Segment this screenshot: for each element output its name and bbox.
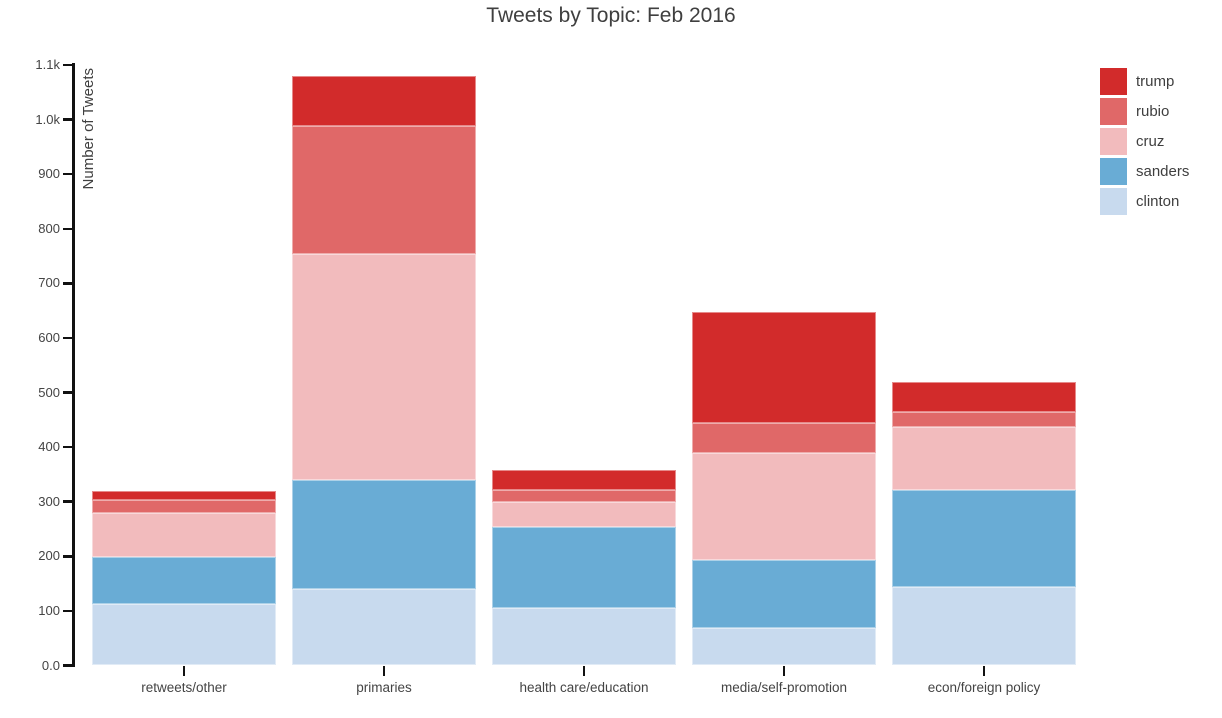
bar-segment-rubio bbox=[92, 500, 276, 513]
y-tick bbox=[63, 609, 72, 613]
bar-segment-trump bbox=[492, 469, 676, 490]
y-tick bbox=[63, 336, 72, 340]
legend-swatch-sanders bbox=[1100, 158, 1127, 185]
y-tick-label: 300 bbox=[38, 493, 60, 509]
y-tick-label: 600 bbox=[38, 329, 60, 345]
bar-segment-rubio bbox=[292, 126, 476, 255]
legend-label: cruz bbox=[1136, 133, 1165, 150]
y-tick-label: 0.0 bbox=[41, 657, 60, 673]
bar-segment-rubio bbox=[892, 411, 1076, 427]
bar-segment-trump bbox=[292, 75, 476, 127]
x-tick bbox=[782, 666, 786, 676]
bar-segment-sanders bbox=[892, 489, 1076, 588]
bar-segment-sanders bbox=[92, 557, 276, 605]
x-tick bbox=[182, 666, 186, 676]
legend-label: clinton bbox=[1136, 193, 1180, 210]
legend-item-cruz[interactable]: cruz bbox=[1100, 128, 1189, 155]
bar-segment-clinton bbox=[292, 589, 476, 666]
bar-segment-cruz bbox=[692, 452, 876, 561]
bar-segment-sanders bbox=[492, 527, 676, 608]
x-axis-label: econ/foreign policy bbox=[927, 680, 1041, 695]
bar-segment-sanders bbox=[692, 560, 876, 628]
y-axis-line bbox=[72, 63, 75, 667]
y-tick bbox=[63, 118, 72, 121]
chart-title: Tweets by Topic: Feb 2016 bbox=[486, 4, 736, 27]
bar-segment-rubio bbox=[492, 489, 676, 502]
y-tick-label: 700 bbox=[38, 275, 60, 291]
x-axis-label: media/self-promotion bbox=[720, 680, 848, 695]
y-tick-label: 200 bbox=[38, 548, 60, 564]
y-tick bbox=[63, 664, 72, 667]
y-tick bbox=[63, 63, 72, 67]
y-tick bbox=[63, 172, 72, 176]
y-tick bbox=[63, 282, 72, 285]
legend-swatch-rubio bbox=[1100, 98, 1127, 125]
x-axis-label: health care/education bbox=[519, 680, 649, 695]
bar-segment-clinton bbox=[892, 587, 1076, 666]
bar-segment-sanders bbox=[292, 479, 476, 590]
x-axis-label: retweets/other bbox=[141, 680, 227, 695]
y-tick-label: 800 bbox=[38, 220, 60, 236]
legend: trump rubio cruz sanders clinton bbox=[1100, 68, 1189, 218]
y-tick bbox=[63, 391, 72, 394]
y-axis-title: Number of Tweets bbox=[80, 68, 97, 190]
legend-item-trump[interactable]: trump bbox=[1100, 68, 1189, 95]
bar-segment-rubio bbox=[692, 422, 876, 453]
y-tick bbox=[63, 500, 72, 503]
bar-segment-cruz bbox=[292, 254, 476, 480]
y-tick-label: 400 bbox=[38, 439, 60, 455]
legend-swatch-trump bbox=[1100, 68, 1127, 95]
legend-label: trump bbox=[1136, 73, 1175, 90]
bar-segment-cruz bbox=[892, 426, 1076, 490]
x-tick bbox=[582, 666, 586, 676]
legend-swatch-cruz bbox=[1100, 128, 1127, 155]
y-tick-label: 500 bbox=[38, 384, 60, 400]
legend-label: rubio bbox=[1136, 103, 1170, 120]
legend-swatch-clinton bbox=[1100, 188, 1127, 215]
x-axis-label: primaries bbox=[356, 680, 412, 695]
y-tick-label: 1.0k bbox=[35, 111, 60, 127]
y-tick-label: 1.1k bbox=[35, 57, 60, 72]
bar-segment-clinton bbox=[692, 627, 876, 666]
bar-segment-trump bbox=[92, 490, 276, 501]
x-tick bbox=[382, 666, 386, 676]
legend-item-rubio[interactable]: rubio bbox=[1100, 98, 1189, 125]
y-tick-label: 100 bbox=[38, 602, 60, 618]
bar-segment-cruz bbox=[92, 512, 276, 558]
y-tick bbox=[63, 227, 72, 231]
y-tick bbox=[63, 445, 72, 449]
x-tick bbox=[982, 666, 986, 676]
bar-segment-clinton bbox=[492, 607, 676, 666]
y-tick bbox=[63, 555, 72, 558]
bar-segment-cruz bbox=[492, 501, 676, 528]
legend-item-clinton[interactable]: clinton bbox=[1100, 188, 1189, 215]
legend-label: sanders bbox=[1136, 163, 1190, 180]
y-tick-label: 900 bbox=[38, 166, 60, 182]
bar-segment-trump bbox=[692, 312, 876, 423]
bar-segment-clinton bbox=[92, 604, 276, 666]
bar-segment-trump bbox=[892, 382, 1076, 412]
legend-item-sanders[interactable]: sanders bbox=[1100, 158, 1189, 185]
